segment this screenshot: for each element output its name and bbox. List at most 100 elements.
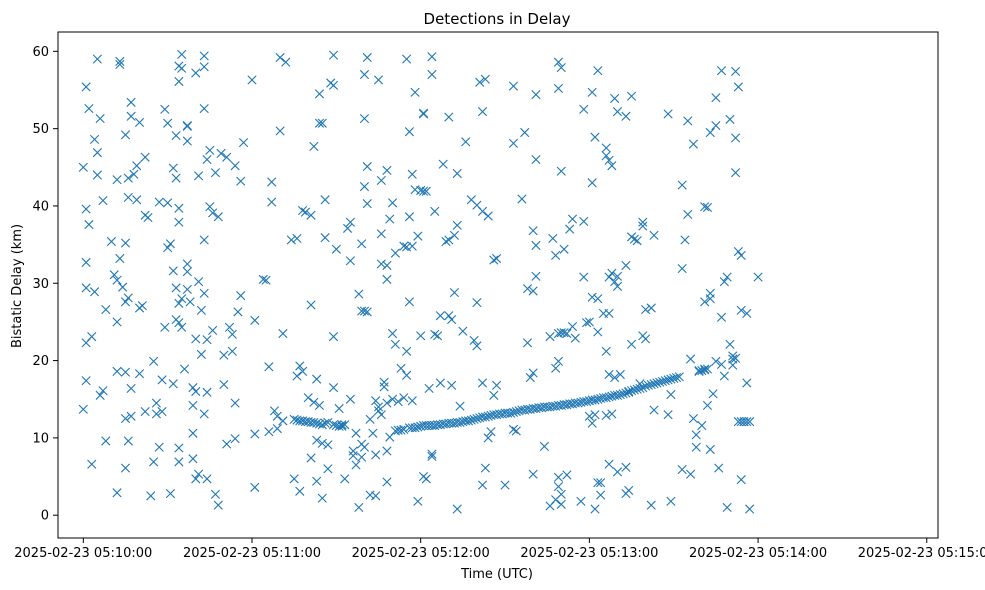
- detection-point: [177, 63, 187, 73]
- detection-point: [306, 210, 316, 220]
- detection-point: [196, 349, 206, 359]
- detection-point: [354, 502, 364, 513]
- detection-point: [612, 281, 623, 291]
- detection-point: [607, 409, 617, 419]
- x-tick-label: 2025-02-23 05:13:00: [520, 546, 658, 561]
- detection-point: [120, 130, 131, 140]
- detection-point: [193, 171, 204, 181]
- detection-point: [593, 327, 603, 337]
- detection-point: [84, 103, 94, 114]
- detection-point: [247, 75, 257, 85]
- detection-point: [298, 366, 308, 376]
- detection-point: [371, 396, 381, 406]
- detection-point: [219, 379, 229, 390]
- detection-point: [149, 356, 159, 366]
- detection-point: [736, 305, 746, 315]
- chart-title: Detections in Delay: [424, 10, 571, 28]
- detection-point: [702, 364, 713, 374]
- detection-point: [511, 426, 521, 436]
- detection-point: [213, 212, 223, 222]
- detection-point: [508, 81, 519, 91]
- detection-point: [621, 462, 631, 472]
- detection-point: [472, 413, 482, 424]
- detection-point: [309, 397, 319, 407]
- detection-point: [182, 136, 192, 146]
- detection-point: [604, 308, 614, 319]
- detection-point: [688, 139, 698, 149]
- detection-point: [238, 137, 249, 148]
- detection-point: [227, 346, 237, 356]
- detection-point: [407, 241, 417, 251]
- detection-point: [632, 384, 642, 394]
- detection-point: [584, 411, 594, 421]
- detection-point: [163, 118, 173, 128]
- detection-point: [396, 363, 406, 373]
- detection-point: [115, 56, 125, 66]
- detection-point: [205, 145, 215, 155]
- detection-point: [486, 427, 496, 437]
- detection-point: [705, 127, 715, 138]
- detection-point: [174, 318, 184, 328]
- detection-point: [205, 202, 215, 212]
- y-tick-label: 60: [32, 45, 49, 60]
- detection-point: [641, 381, 651, 391]
- detection-point: [612, 467, 623, 477]
- detection-point: [570, 333, 580, 343]
- detection-point: [736, 250, 746, 261]
- detection-point: [132, 161, 142, 171]
- detection-point: [323, 440, 333, 450]
- detection-point: [472, 341, 482, 351]
- detection-point: [745, 417, 755, 427]
- detection-point: [154, 442, 164, 452]
- detection-point: [89, 134, 100, 145]
- detection-point: [745, 504, 755, 514]
- y-axis-label: Bistatic Delay (km): [10, 224, 25, 348]
- detection-point: [508, 138, 519, 148]
- detection-point: [601, 393, 611, 403]
- detection-point: [267, 197, 277, 207]
- detection-point: [387, 328, 398, 339]
- detection-point: [413, 231, 423, 241]
- detection-point: [84, 219, 94, 230]
- detection-point: [421, 474, 431, 484]
- detection-point: [120, 367, 131, 377]
- detection-point: [407, 169, 417, 179]
- detection-point: [317, 493, 327, 503]
- detection-point: [185, 297, 195, 307]
- detection-point: [742, 417, 752, 427]
- detection-point: [345, 256, 355, 266]
- detection-point: [146, 491, 156, 501]
- detection-point: [182, 259, 192, 269]
- detection-point: [742, 308, 752, 319]
- detection-point: [452, 504, 462, 514]
- detection-point: [427, 449, 437, 459]
- detection-point: [250, 315, 260, 325]
- detection-point: [309, 141, 319, 152]
- detection-point: [168, 163, 178, 173]
- detection-point: [517, 194, 527, 204]
- detection-point: [362, 161, 372, 172]
- detection-point: [188, 400, 198, 411]
- detection-point: [688, 413, 698, 424]
- detection-point: [140, 407, 150, 417]
- detection-point: [666, 389, 676, 400]
- detection-point: [258, 274, 268, 284]
- detection-point: [711, 120, 721, 131]
- detection-point: [584, 317, 594, 327]
- detection-point: [700, 297, 710, 307]
- detection-point: [621, 260, 631, 271]
- detection-point: [98, 195, 108, 206]
- detection-point: [92, 148, 102, 158]
- detection-point: [565, 224, 575, 234]
- detection-point: [520, 127, 530, 138]
- detection-point: [413, 496, 423, 506]
- detection-point: [78, 404, 88, 414]
- detection-point: [98, 386, 108, 396]
- detection-point: [579, 216, 589, 227]
- detection-point: [587, 87, 597, 97]
- detection-point: [615, 389, 625, 400]
- x-axis-ticks: 2025-02-23 05:10:00 2025-02-23 05:11:00 20…: [14, 538, 985, 561]
- detection-point: [545, 332, 555, 342]
- detection-point: [393, 396, 403, 407]
- detection-point: [151, 398, 161, 408]
